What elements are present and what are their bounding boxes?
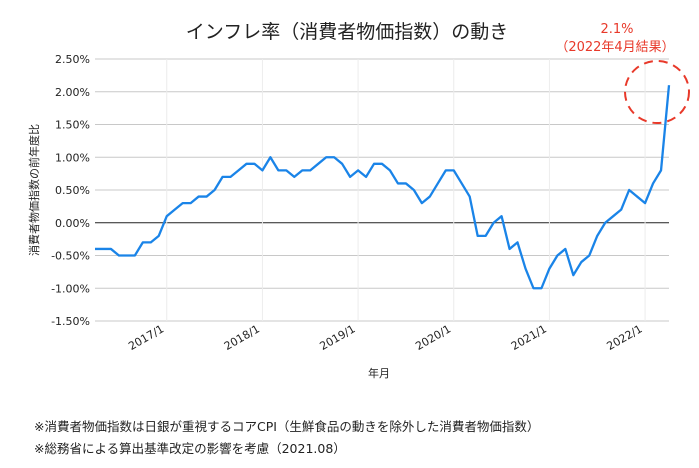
- y-tick-label: 2.50%: [55, 53, 90, 66]
- annotation-date: （2022年4月結果）: [555, 40, 674, 55]
- chart-title: インフレ率（消費者物価指数）の動き: [186, 21, 508, 43]
- y-tick-label: -0.50%: [51, 250, 90, 263]
- x-tick-label: 2017/1: [126, 322, 166, 353]
- x-tick-label: 2022/1: [605, 322, 645, 353]
- y-tick-label: 1.00%: [55, 151, 90, 164]
- y-tick-label: -1.50%: [51, 315, 90, 328]
- highlight-circle: [624, 60, 690, 124]
- x-tick-label: 2019/1: [318, 322, 358, 353]
- note-2: ※総務省による算出基準改定の影響を考慮（2021.08）: [34, 441, 346, 456]
- x-tick-label: 2018/1: [222, 322, 262, 353]
- y-tick-label: -1.00%: [51, 282, 90, 295]
- note-1: ※消費者物価指数は日銀が重視するコアCPI（生鮮食品の動きを除外した消費者物価指…: [34, 419, 540, 434]
- y-tick-label: 1.50%: [55, 119, 90, 132]
- y-axis-label: 消費者物価指数の前年度比: [27, 124, 41, 256]
- x-tick-label: 2020/1: [413, 322, 453, 353]
- series-line: [95, 85, 671, 290]
- annotation-value: 2.1%: [600, 22, 633, 37]
- x-axis-label: 年月: [368, 366, 390, 380]
- y-tick-label: 0.50%: [55, 184, 90, 197]
- y-tick-label: 0.00%: [55, 217, 90, 230]
- x-tick-label: 2021/1: [509, 322, 549, 353]
- y-tick-label: 2.00%: [55, 86, 90, 99]
